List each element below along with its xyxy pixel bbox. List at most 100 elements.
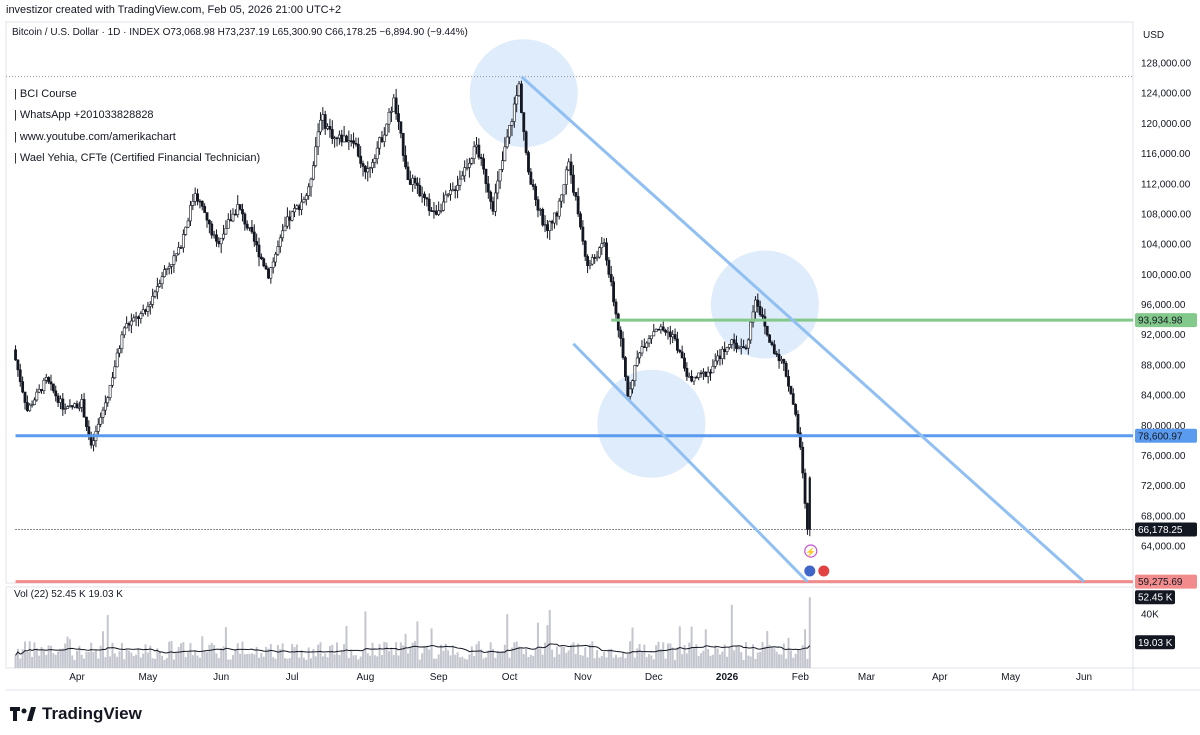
volume-bar bbox=[156, 648, 159, 668]
y-tick-label-7: 100,000.00 bbox=[1141, 270, 1191, 281]
volume-bar bbox=[373, 655, 376, 668]
candle-body bbox=[626, 376, 630, 397]
volume-bar bbox=[213, 644, 216, 668]
candle-body bbox=[155, 286, 159, 293]
volume-bar bbox=[567, 650, 570, 668]
candle-body bbox=[33, 399, 36, 405]
candle-body bbox=[304, 195, 308, 200]
volume-bar bbox=[139, 657, 142, 668]
volume-bar bbox=[541, 654, 544, 668]
volume-bar bbox=[799, 649, 802, 668]
candle-body bbox=[42, 379, 46, 391]
volume-bar bbox=[68, 639, 71, 668]
x-tick-label-1: May bbox=[138, 672, 157, 683]
candle-body bbox=[680, 351, 684, 359]
candle-body bbox=[458, 178, 462, 186]
volume-bar bbox=[711, 654, 714, 668]
volume-bar bbox=[553, 657, 556, 668]
candle-body bbox=[219, 237, 223, 245]
candle-body bbox=[267, 268, 270, 279]
volume-bar bbox=[42, 650, 45, 668]
volume-bar bbox=[721, 651, 724, 668]
volume-bar bbox=[631, 627, 634, 668]
candle-body bbox=[541, 209, 545, 226]
candle-body bbox=[63, 408, 67, 410]
candle-body bbox=[328, 126, 332, 130]
candle-body bbox=[746, 339, 750, 349]
candle-body bbox=[68, 405, 72, 407]
volume-bar bbox=[106, 615, 109, 668]
volume-bar bbox=[806, 658, 809, 668]
volume-bar bbox=[747, 655, 750, 668]
candle-body bbox=[66, 406, 69, 409]
volume-bar bbox=[558, 654, 561, 668]
candle-body bbox=[735, 342, 738, 349]
candle-body bbox=[737, 347, 741, 350]
candle-body bbox=[723, 348, 727, 353]
level-tag-3 bbox=[1135, 574, 1197, 589]
tradingview-logo[interactable]: TradingView bbox=[10, 704, 142, 724]
volume-bar bbox=[291, 643, 294, 668]
volume-bar bbox=[503, 644, 506, 668]
candle-body bbox=[165, 267, 169, 270]
volume-bar bbox=[409, 647, 412, 668]
volume-bar bbox=[692, 647, 695, 668]
y-tick-label-9: 92,000.00 bbox=[1141, 330, 1186, 341]
volume-bar bbox=[487, 650, 490, 668]
candle-body bbox=[115, 352, 119, 368]
volume-bar bbox=[243, 654, 246, 668]
candle-body bbox=[264, 265, 268, 270]
volume-bar bbox=[338, 655, 341, 668]
volume-bar bbox=[395, 642, 398, 668]
volume-bar bbox=[508, 657, 511, 668]
candle-body bbox=[92, 440, 95, 446]
volume-bar bbox=[182, 642, 185, 668]
candle-body bbox=[18, 369, 22, 382]
candle-body bbox=[73, 403, 77, 408]
volume-bar bbox=[201, 636, 204, 668]
y-tick-label-2: 120,000.00 bbox=[1141, 119, 1191, 130]
x-tick-label-13: May bbox=[1001, 672, 1020, 683]
candle-body bbox=[321, 114, 325, 121]
candle-body bbox=[505, 136, 509, 148]
volume-bar bbox=[418, 659, 421, 668]
candle-body bbox=[236, 204, 240, 215]
candle-body bbox=[283, 225, 287, 232]
candle-body bbox=[146, 306, 150, 312]
volume-bar bbox=[269, 644, 272, 668]
volume-bar bbox=[151, 658, 154, 668]
volume-bar bbox=[366, 653, 369, 668]
volume-bar bbox=[664, 658, 667, 668]
candle-body bbox=[739, 346, 743, 349]
volume-bar bbox=[28, 641, 31, 668]
volume-bar bbox=[26, 651, 29, 668]
currency-label: USD bbox=[1143, 30, 1164, 41]
candle-body bbox=[581, 226, 585, 242]
volume-bar bbox=[536, 622, 539, 668]
volume-bar bbox=[232, 655, 235, 668]
candle-body bbox=[642, 346, 646, 348]
volume-bar bbox=[529, 654, 532, 668]
volume-bar bbox=[104, 656, 107, 668]
candle-body bbox=[770, 342, 774, 345]
volume-bar bbox=[236, 643, 239, 668]
candle-body bbox=[657, 328, 660, 331]
volume-bar bbox=[305, 659, 308, 668]
candle-body bbox=[543, 224, 547, 226]
volume-bar bbox=[31, 656, 34, 668]
volume-bar bbox=[674, 659, 677, 668]
volume-bar bbox=[733, 650, 736, 668]
volume-bar bbox=[593, 658, 596, 668]
trendline-1 bbox=[572, 342, 809, 583]
candle-body bbox=[47, 377, 51, 383]
candle-body bbox=[129, 320, 133, 326]
volume-bar bbox=[477, 641, 480, 668]
candle-body bbox=[361, 163, 365, 167]
candle-body bbox=[548, 221, 552, 231]
volume-bar bbox=[756, 652, 759, 668]
candle-body bbox=[144, 309, 147, 312]
candle-body bbox=[141, 309, 145, 314]
candle-body bbox=[23, 391, 27, 403]
level-tag-2 bbox=[1135, 522, 1197, 537]
